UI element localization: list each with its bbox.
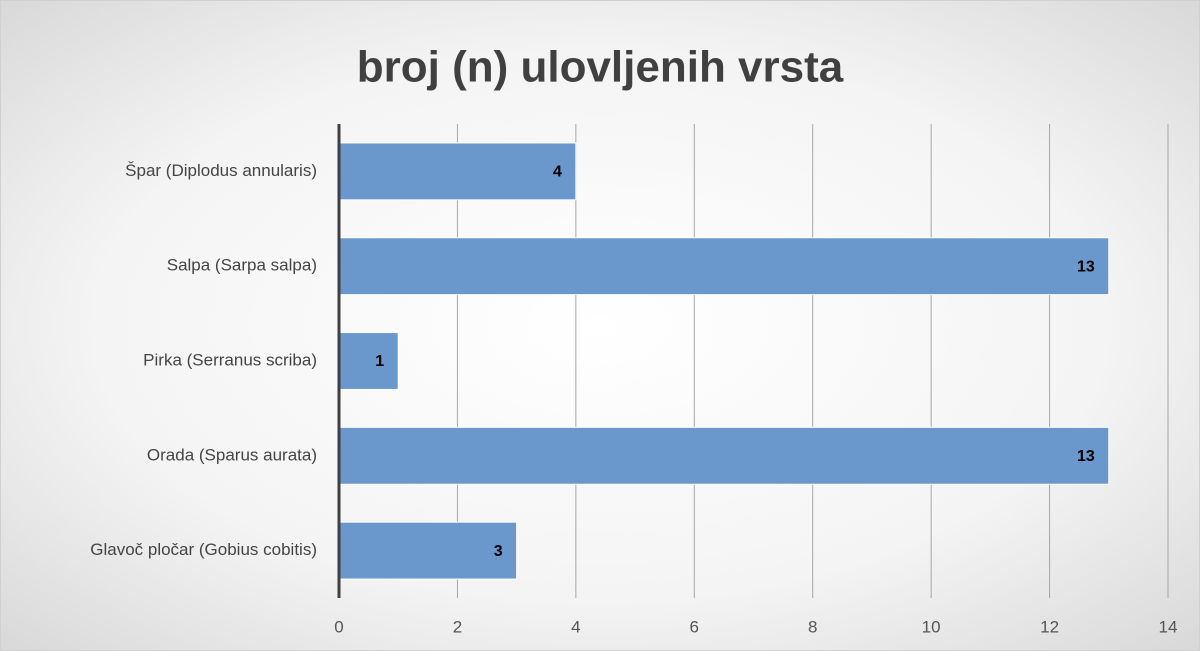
bar bbox=[338, 142, 577, 201]
data-label: 1 bbox=[375, 353, 384, 370]
bar bbox=[338, 237, 1110, 296]
bar bbox=[338, 521, 518, 580]
y-tick-label: Pirka (Serranus scriba) bbox=[143, 350, 317, 369]
x-tick-label: 0 bbox=[334, 617, 343, 636]
data-label: 13 bbox=[1077, 258, 1095, 275]
x-tick-label: 8 bbox=[808, 617, 817, 636]
data-label: 4 bbox=[553, 164, 562, 181]
bar bbox=[338, 332, 399, 390]
x-tick-label: 10 bbox=[922, 617, 941, 636]
x-tick-label: 14 bbox=[1159, 617, 1178, 636]
y-tick-label: Salpa (Sarpa salpa) bbox=[167, 256, 317, 275]
y-tick-label: Glavoč pločar (Gobius cobitis) bbox=[90, 540, 317, 559]
x-tick-label: 2 bbox=[453, 617, 462, 636]
x-tick-label: 12 bbox=[1040, 617, 1059, 636]
y-tick-label: Orada (Sparus aurata) bbox=[147, 445, 317, 464]
chart-title: broj (n) ulovljenih vrsta bbox=[357, 43, 844, 92]
x-tick-label: 6 bbox=[690, 617, 699, 636]
data-label: 13 bbox=[1077, 448, 1095, 465]
bar bbox=[338, 426, 1110, 485]
data-label: 3 bbox=[494, 543, 503, 560]
y-tick-label: Špar (Diplodus annularis) bbox=[125, 161, 317, 180]
x-tick-label: 4 bbox=[571, 617, 580, 636]
